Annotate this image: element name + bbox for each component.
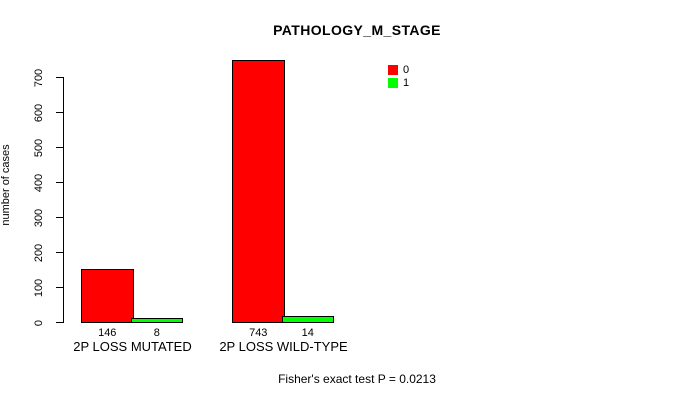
bar-series-1-group-0 xyxy=(130,317,183,323)
y-tick-label: 300 xyxy=(33,208,45,227)
y-tick-label: 600 xyxy=(33,103,45,122)
legend-item-1: 1 xyxy=(388,77,409,89)
y-tick xyxy=(56,322,64,323)
y-axis-label: number of cases xyxy=(0,144,12,226)
legend-item-0: 0 xyxy=(388,64,409,76)
bar-series-0-group-1 xyxy=(232,60,285,323)
y-tick-label: 400 xyxy=(33,173,45,192)
y-tick xyxy=(56,147,64,148)
bar-value-label: 743 xyxy=(249,327,268,339)
legend-label-1: 1 xyxy=(403,77,410,89)
bar-value-label: 14 xyxy=(301,327,314,339)
y-tick xyxy=(56,287,64,288)
x-category-label: 2P LOSS MUTATED xyxy=(73,339,192,354)
y-tick xyxy=(56,252,64,253)
y-tick xyxy=(56,217,64,218)
legend: 0 1 xyxy=(388,64,409,90)
legend-swatch-green xyxy=(388,78,398,88)
bar-value-label: 146 xyxy=(98,327,117,339)
legend-swatch-red xyxy=(388,65,398,75)
bar-series-0-group-0 xyxy=(81,269,134,323)
y-tick xyxy=(56,112,64,113)
x-category-label: 2P LOSS WILD-TYPE xyxy=(219,339,348,354)
y-tick-label: 200 xyxy=(33,243,45,262)
y-tick-label: 0 xyxy=(33,319,45,326)
chart-title: PATHOLOGY_M_STAGE xyxy=(273,22,441,38)
y-tick xyxy=(56,77,64,78)
bar-series-1-group-1 xyxy=(281,315,334,323)
stat-test-caption: Fisher's exact test P = 0.0213 xyxy=(278,372,436,386)
y-tick-label: 100 xyxy=(33,278,45,297)
y-tick-label: 500 xyxy=(33,138,45,157)
bar-value-label: 8 xyxy=(153,327,160,339)
y-tick-label: 700 xyxy=(33,68,45,87)
y-tick xyxy=(56,182,64,183)
legend-label-0: 0 xyxy=(403,64,410,76)
y-axis-line xyxy=(63,77,64,323)
